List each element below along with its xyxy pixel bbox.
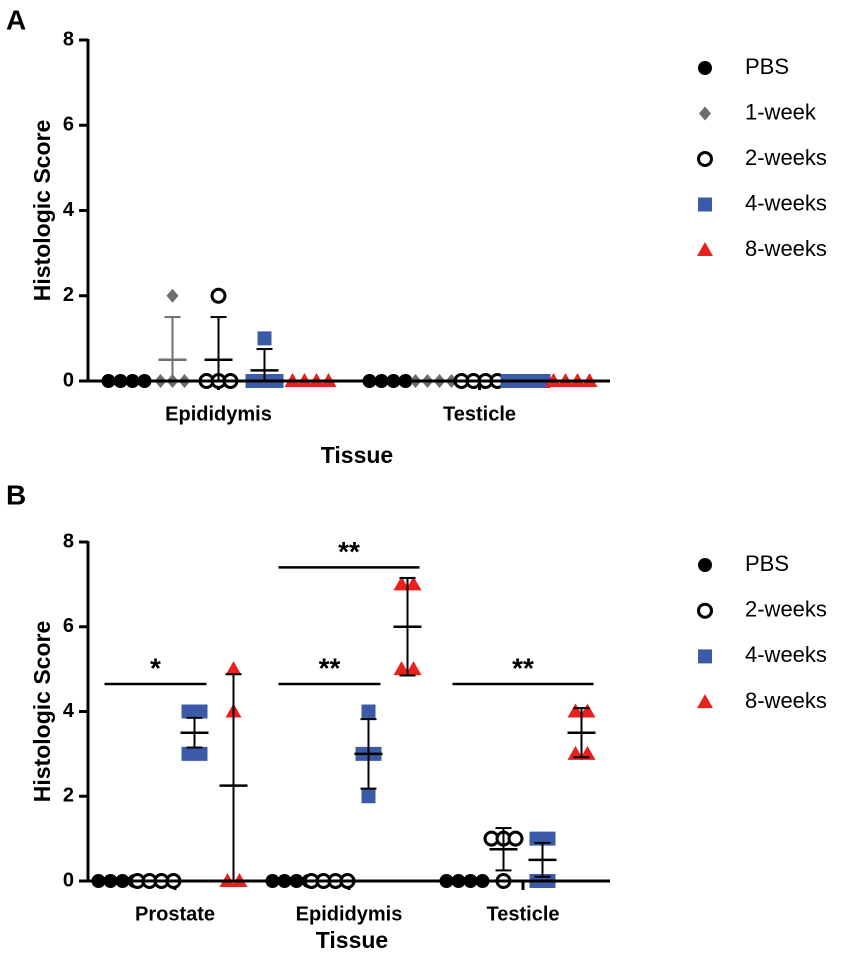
legend-label: PBS — [745, 551, 789, 576]
point — [361, 789, 376, 804]
point — [181, 704, 196, 719]
point — [697, 242, 713, 256]
point — [697, 694, 713, 709]
point — [405, 661, 422, 676]
legend-label: 8-weeks — [745, 688, 827, 713]
y-axis-label: Histologic Score — [29, 621, 55, 802]
legend-label: 4-weeks — [745, 642, 827, 667]
legend-label: 8-weeks — [745, 236, 827, 261]
point — [698, 649, 712, 664]
point — [698, 558, 712, 572]
point — [393, 661, 410, 676]
y-tick-label: 6 — [63, 615, 74, 637]
y-tick-label: 2 — [63, 284, 74, 306]
x-tick-label: Epididymis — [165, 403, 272, 425]
point — [697, 151, 713, 167]
point — [698, 61, 712, 75]
legend-label: 4-weeks — [745, 190, 827, 215]
y-tick-label: 0 — [63, 369, 74, 391]
legend-label: 2-weeks — [745, 145, 827, 170]
point — [193, 746, 208, 761]
point — [697, 602, 713, 619]
panel-label: B — [6, 479, 26, 510]
point — [225, 661, 242, 676]
y-tick-label: 8 — [63, 28, 74, 50]
point — [579, 703, 596, 718]
y-axis-label: Histologic Score — [29, 120, 55, 301]
x-axis-label: Tissue — [321, 442, 393, 468]
x-tick-label: Epididymis — [296, 903, 403, 925]
point — [210, 287, 227, 304]
legend-label: 2-weeks — [745, 597, 827, 622]
legend-label: PBS — [745, 54, 789, 79]
point — [361, 704, 376, 719]
point — [405, 576, 422, 591]
y-tick-label: 4 — [63, 199, 75, 221]
significance-label: ** — [512, 652, 534, 683]
y-tick-label: 2 — [63, 785, 74, 807]
legend-label: 1-week — [745, 99, 817, 124]
point — [181, 746, 196, 761]
point — [166, 288, 179, 303]
x-axis-label: Tissue — [316, 927, 388, 953]
x-tick-label: Testicle — [443, 403, 516, 425]
significance-label: ** — [338, 536, 360, 567]
y-tick-label: 4 — [63, 700, 75, 722]
point — [507, 830, 524, 847]
y-tick-label: 8 — [63, 530, 74, 552]
x-tick-label: Prostate — [135, 903, 215, 925]
panel-label: A — [6, 4, 26, 35]
point — [393, 576, 410, 591]
significance-label: ** — [319, 652, 341, 683]
significance-label: * — [150, 652, 161, 683]
y-tick-label: 0 — [63, 869, 74, 891]
point — [699, 106, 711, 121]
point — [193, 704, 208, 719]
y-tick-label: 6 — [63, 114, 74, 136]
point — [698, 197, 712, 212]
x-tick-label: Testicle — [487, 903, 560, 925]
point — [567, 703, 584, 718]
point — [257, 331, 272, 346]
